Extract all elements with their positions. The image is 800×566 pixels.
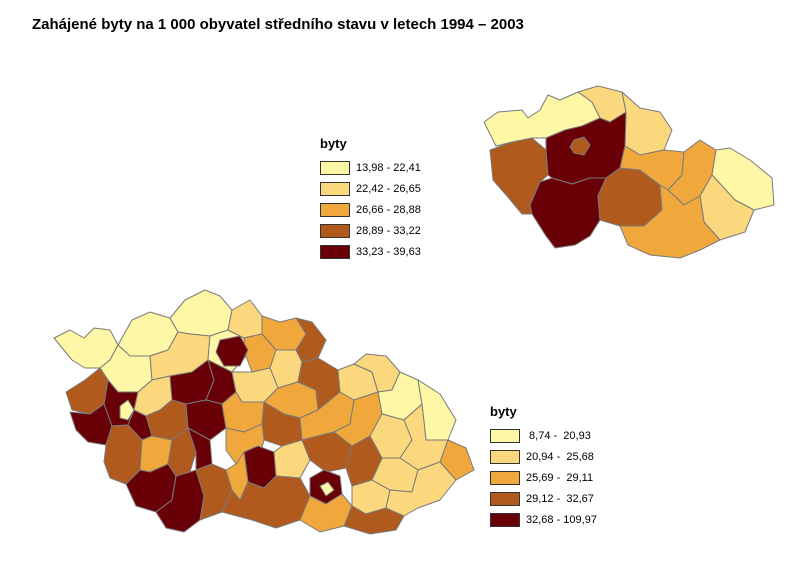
- legend-swatch: [490, 428, 520, 443]
- legend-item: 22,42 - 26,65: [320, 178, 421, 199]
- legend-regions: byty 13,98 - 22,41 22,42 - 26,65 26,66 - 2…: [320, 136, 421, 262]
- legend-item: 33,23 - 39,63: [320, 241, 421, 262]
- legend-item: 8,74 - 20,93: [490, 425, 597, 446]
- district-nw-3: [169, 289, 233, 337]
- legend-label: 26,66 - 28,88: [356, 203, 421, 216]
- legend-swatch: [320, 160, 350, 175]
- legend-item: 26,66 - 28,88: [320, 199, 421, 220]
- legend-regions-title: byty: [320, 136, 347, 151]
- region-jihomoravsky: [619, 184, 721, 259]
- legend-swatch: [320, 181, 350, 196]
- legend-item: 25,69 - 29,11: [490, 467, 597, 488]
- district-e-12: [299, 493, 353, 533]
- district-e-10: [439, 439, 475, 481]
- legend-districts-title: byty: [490, 404, 517, 419]
- legend-label: 20,94 - 25,68: [526, 450, 594, 463]
- legend-label: 32,68 - 109,97: [526, 513, 597, 526]
- regions-map: [483, 85, 775, 259]
- district-e-brno-center: [319, 481, 335, 497]
- legend-swatch: [490, 512, 520, 527]
- legend-item: 13,98 - 22,41: [320, 157, 421, 178]
- district-ce-10: [221, 475, 311, 529]
- region-kralovehradecky: [621, 91, 673, 156]
- district-cw-3: [127, 409, 153, 441]
- legend-item: 28,89 - 33,22: [320, 220, 421, 241]
- legend-item: 20,94 - 25,68: [490, 446, 597, 467]
- districts-map: [53, 289, 475, 535]
- region-praha: [569, 136, 591, 156]
- legend-swatch: [320, 223, 350, 238]
- legend-label: 28,89 - 33,22: [356, 224, 421, 237]
- district-cw-praha: [215, 335, 249, 367]
- legend-label: 8,74 - 20,93: [526, 429, 591, 442]
- legend-swatch: [490, 491, 520, 506]
- legend-label: 33,23 - 39,63: [356, 245, 421, 258]
- region-jihocesky: [529, 177, 607, 249]
- legend-item: 29,12 - 32,67: [490, 488, 597, 509]
- legend-label: 25,69 - 29,11: [526, 471, 594, 484]
- legend-label: 22,42 - 26,65: [356, 182, 421, 195]
- district-e-16: [385, 461, 457, 517]
- legend-label: 29,12 - 32,67: [526, 492, 594, 505]
- legend-item: 32,68 - 109,97: [490, 509, 597, 530]
- legend-swatch: [320, 244, 350, 259]
- legend-swatch: [320, 202, 350, 217]
- legend-swatch: [490, 470, 520, 485]
- district-nw-7: [227, 299, 263, 339]
- district-w-4: [119, 399, 135, 421]
- legend-label: 13,98 - 22,41: [356, 161, 421, 174]
- legend-districts: byty 8,74 - 20,93 20,94 - 25,68 25,69 - 29…: [490, 404, 597, 530]
- legend-swatch: [490, 449, 520, 464]
- map-title: Zahájené byty na 1 000 obyvatel středníh…: [32, 16, 524, 33]
